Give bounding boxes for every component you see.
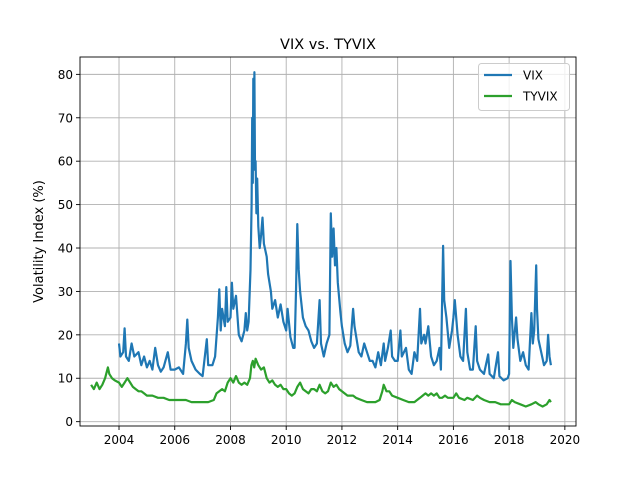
x-tick-label: 2010	[271, 433, 302, 447]
series-line-tyvix	[90, 357, 552, 408]
x-tick-label: 2008	[215, 433, 246, 447]
y-tick-label: 80	[58, 68, 73, 82]
chart-title: VIX vs. TYVIX	[280, 37, 376, 53]
legend-label-vix: VIX	[523, 69, 543, 83]
y-tick-label: 70	[58, 111, 73, 125]
axes-frame	[79, 56, 577, 427]
y-axis: 0 10 20 30 40 50 60 70 80	[58, 68, 80, 429]
y-tick-label: 30	[58, 285, 73, 299]
y-tick-label: 10	[58, 372, 73, 386]
y-axis-label: Volatility Index (%)	[32, 180, 47, 303]
x-tick-label: 2020	[550, 433, 581, 447]
plot-area	[90, 71, 552, 408]
x-tick-label: 2014	[382, 433, 413, 447]
x-axis: 2004 2006 2008 2010 2012 2014 2016 2018 2020	[104, 426, 580, 447]
legend-label-tyvix: TYVIX	[522, 90, 558, 104]
series-line-vix	[117, 71, 552, 382]
y-tick-label: 60	[58, 155, 73, 169]
y-tick-label: 50	[58, 198, 73, 212]
y-tick-label: 0	[65, 415, 73, 429]
y-tick-label: 40	[58, 242, 73, 256]
x-tick-label: 2018	[494, 433, 525, 447]
x-tick-label: 2004	[104, 433, 135, 447]
x-tick-label: 2012	[327, 433, 358, 447]
x-tick-label: 2016	[438, 433, 469, 447]
legend: VIX TYVIX	[478, 63, 570, 111]
y-tick-label: 20	[58, 328, 73, 342]
x-tick-label: 2006	[159, 433, 190, 447]
